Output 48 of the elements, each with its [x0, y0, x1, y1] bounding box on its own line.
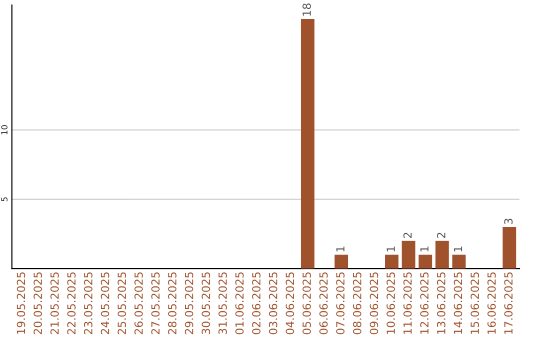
data-label: 1	[454, 246, 462, 252]
x-tick-label: 30.05.2025	[202, 272, 210, 334]
bar	[300, 18, 314, 269]
x-tick-label: 01.06.2025	[235, 272, 244, 334]
x-tick-label: 24.05.2025	[100, 272, 110, 334]
data-label: 18	[302, 4, 311, 16]
data-label: 1	[420, 246, 428, 252]
bar	[452, 254, 466, 269]
data-label: 2	[403, 232, 412, 238]
x-tick-label: 16.06.2025	[487, 272, 496, 334]
bar	[402, 240, 416, 269]
x-tick-label: 17.06.2025	[504, 272, 513, 334]
y-tick-label: 10	[1, 125, 8, 134]
bar	[418, 254, 432, 269]
x-tick-label: 03.06.2025	[268, 272, 278, 334]
x-tick-label: 14.06.2025	[454, 272, 462, 334]
x-tick-label: 29.05.2025	[184, 272, 194, 334]
x-tick-label: 26.05.2025	[134, 272, 143, 334]
bar	[502, 226, 516, 269]
x-tick-label: 21.05.2025	[50, 272, 59, 334]
bar	[385, 254, 398, 269]
data-label: 2	[436, 232, 446, 238]
x-tick-label: 08.06.2025	[352, 272, 362, 334]
x-tick-label: 23.05.2025	[84, 272, 92, 334]
x-tick-label: 27.05.2025	[151, 272, 160, 334]
data-label: 1	[336, 246, 344, 252]
x-tick-label: 12.06.2025	[420, 272, 429, 334]
bar	[334, 254, 348, 269]
bar	[435, 240, 449, 269]
x-tick-label: 31.05.2025	[218, 272, 227, 334]
x-tick-label: 09.06.2025	[370, 272, 378, 334]
x-tick-label: 28.05.2025	[168, 272, 176, 334]
data-label: 3	[504, 218, 513, 224]
x-tick-label: 25.05.2025	[118, 272, 126, 334]
x-tick-label: 04.06.2025	[286, 272, 294, 334]
x-tick-label: 15.06.2025	[470, 272, 480, 334]
x-tick-label: 05.06.2025	[302, 272, 311, 334]
x-tick-label: 06.06.2025	[319, 272, 328, 334]
x-tick-label: 13.06.2025	[436, 272, 446, 334]
x-tick-label: 20.05.2025	[34, 272, 42, 334]
x-tick-label: 07.06.2025	[336, 272, 345, 334]
x-tick-label: 19.05.2025	[16, 272, 26, 334]
x-tick-label: 02.06.2025	[252, 272, 260, 334]
x-tick-label: 22.05.2025	[67, 272, 76, 334]
x-tick-label: 10.06.2025	[386, 272, 395, 334]
x-tick-label: 11.06.2025	[403, 272, 412, 334]
data-label: 1	[386, 246, 395, 252]
y-tick-label: 5	[1, 197, 8, 202]
